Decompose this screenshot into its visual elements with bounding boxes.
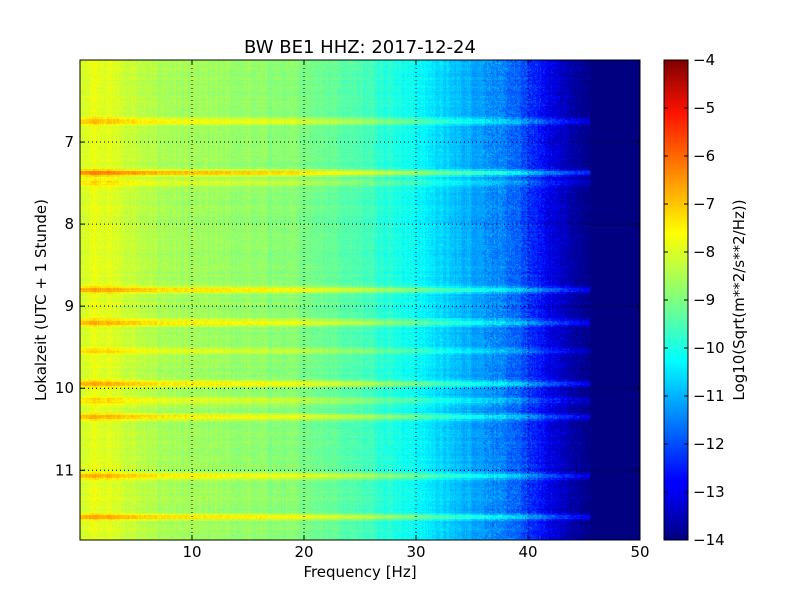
colorbar-tick-label: −14 <box>693 531 725 549</box>
y-axis-label: Lokalzeit (UTC + 1 Stunde) <box>32 199 50 401</box>
y-tick-label: 10 <box>55 379 74 397</box>
x-axis-ticks: 10 20 30 40 50 <box>182 60 650 561</box>
y-tick-label: 9 <box>64 297 74 315</box>
colorbar-label: Log10(Sqrt(m**2/s**2/Hz)) <box>730 199 748 400</box>
x-tick-label: 30 <box>406 543 425 561</box>
colorbar-tick-label: −4 <box>693 51 715 69</box>
colorbar-tick-label: −8 <box>693 243 715 261</box>
colorbar-tick-label: −6 <box>693 147 715 165</box>
colorbar-tick-label: −11 <box>693 387 725 405</box>
plot-frame <box>79 59 641 541</box>
colorbar: −4 −5 −6 −7 −8 −9 −10 −11 −12 −13 −14 Log10(Sqrt(m… <box>663 51 748 549</box>
y-tick-label: 8 <box>64 215 74 233</box>
colorbar-ticks: −4 −5 −6 −7 −8 −9 −10 −11 −12 −13 −14 <box>664 51 725 549</box>
colorbar-tick-label: −10 <box>693 339 725 357</box>
colorbar-tick-label: −7 <box>693 195 715 213</box>
x-tick-label: 40 <box>518 543 537 561</box>
chart-title: BW BE1 HHZ: 2017-12-24 <box>244 37 476 58</box>
x-tick-label: 20 <box>294 543 313 561</box>
y-tick-label: 7 <box>64 133 74 151</box>
colorbar-tick-label: −12 <box>693 435 725 453</box>
x-tick-label: 50 <box>630 543 649 561</box>
colorbar-tick-label: −9 <box>693 291 715 309</box>
colorbar-tick-label: −5 <box>693 99 715 117</box>
colorbar-tick-label: −13 <box>693 483 725 501</box>
spectrogram-heatmap <box>80 60 640 540</box>
y-axis-ticks: 7 8 9 10 11 <box>55 133 640 479</box>
x-tick-label: 10 <box>182 543 201 561</box>
y-tick-label: 11 <box>55 461 74 479</box>
plot-area: 10 20 30 40 50 7 8 9 10 11 <box>55 59 650 561</box>
grid-lines <box>80 60 640 540</box>
x-axis-label: Frequency [Hz] <box>303 563 416 581</box>
